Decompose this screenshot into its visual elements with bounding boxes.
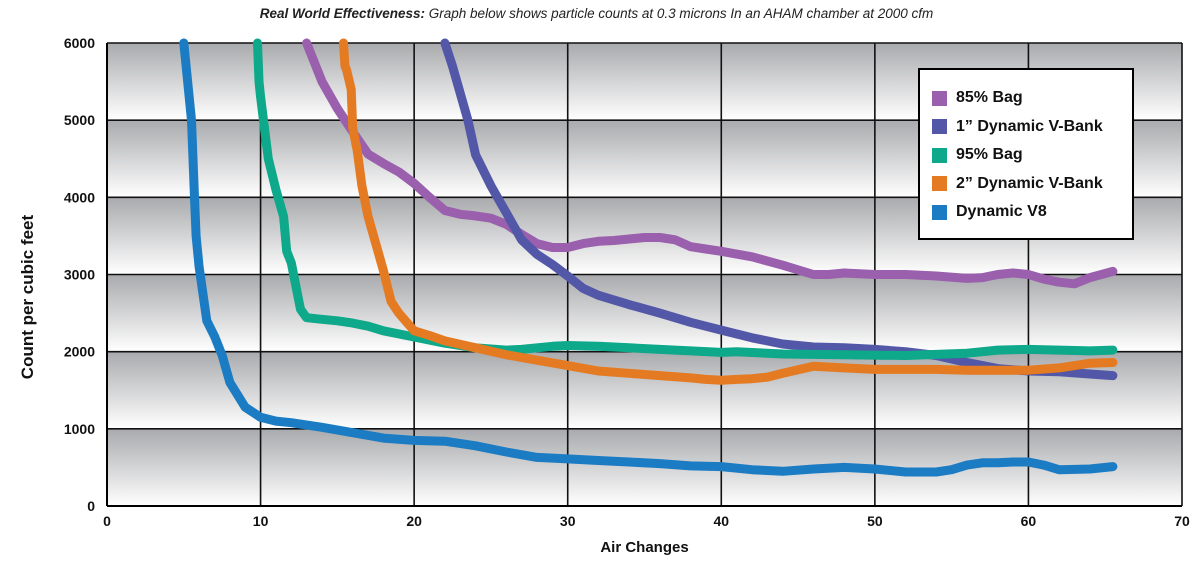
legend-label: 2” Dynamic V-Bank	[956, 174, 1103, 192]
series-lines	[179, 38, 1118, 477]
legend-swatch	[932, 176, 947, 192]
series-line	[440, 38, 1118, 381]
legend-label: Dynamic V8	[956, 203, 1047, 221]
x-tick-label: 50	[867, 513, 883, 529]
legend-label: 95% Bag	[956, 146, 1023, 164]
legend-swatch	[932, 147, 947, 163]
legend-item: 1” Dynamic V-Bank	[932, 113, 1132, 142]
x-tick-label: 70	[1174, 513, 1190, 529]
y-tick-label: 4000	[64, 189, 95, 205]
y-tick-label: 1000	[64, 421, 95, 437]
chart-title: Real World Effectiveness: Graph below sh…	[0, 6, 1193, 21]
y-tick-label: 3000	[64, 267, 95, 283]
legend-label: 85% Bag	[956, 89, 1023, 107]
y-tick-label: 2000	[64, 344, 95, 360]
y-axis-title: Count per cubic feet	[18, 214, 37, 380]
legend-item: 2” Dynamic V-Bank	[932, 170, 1132, 199]
legend-swatch	[932, 119, 947, 135]
legend-item: 95% Bag	[932, 141, 1132, 170]
series-line	[339, 38, 1118, 385]
legend-label: 1” Dynamic V-Bank	[956, 117, 1103, 135]
legend-item: Dynamic V8	[932, 198, 1132, 227]
x-tick-label: 20	[406, 513, 422, 529]
axes: 0 1000 2000 3000 4000 5000 6000 0 10 20 30 40 50 60 70…	[64, 35, 1190, 556]
x-tick-label: 10	[253, 513, 269, 529]
legend-swatch	[932, 204, 947, 220]
chart-title-rest: Graph below shows particle counts at 0.3…	[425, 6, 934, 21]
y-tick-label: 0	[87, 498, 95, 514]
series-line	[253, 38, 1118, 360]
y-tick-label: 5000	[64, 112, 95, 128]
x-tick-label: 40	[713, 513, 729, 529]
series-line	[179, 38, 1118, 477]
x-tick-label: 30	[560, 513, 576, 529]
x-tick-label: 60	[1021, 513, 1037, 529]
legend-item: 85% Bag	[932, 84, 1132, 113]
chart-title-bold: Real World Effectiveness:	[259, 6, 426, 21]
y-tick-label: 6000	[64, 35, 95, 51]
x-tick-label: 0	[103, 513, 111, 529]
series-line	[302, 38, 1118, 289]
legend: 85% Bag 1” Dynamic V-Bank 95% Bag 2” Dynami…	[918, 68, 1134, 240]
plot-band	[107, 428, 1182, 506]
legend-swatch	[932, 90, 947, 106]
x-axis-title: Air Changes	[600, 539, 688, 556]
